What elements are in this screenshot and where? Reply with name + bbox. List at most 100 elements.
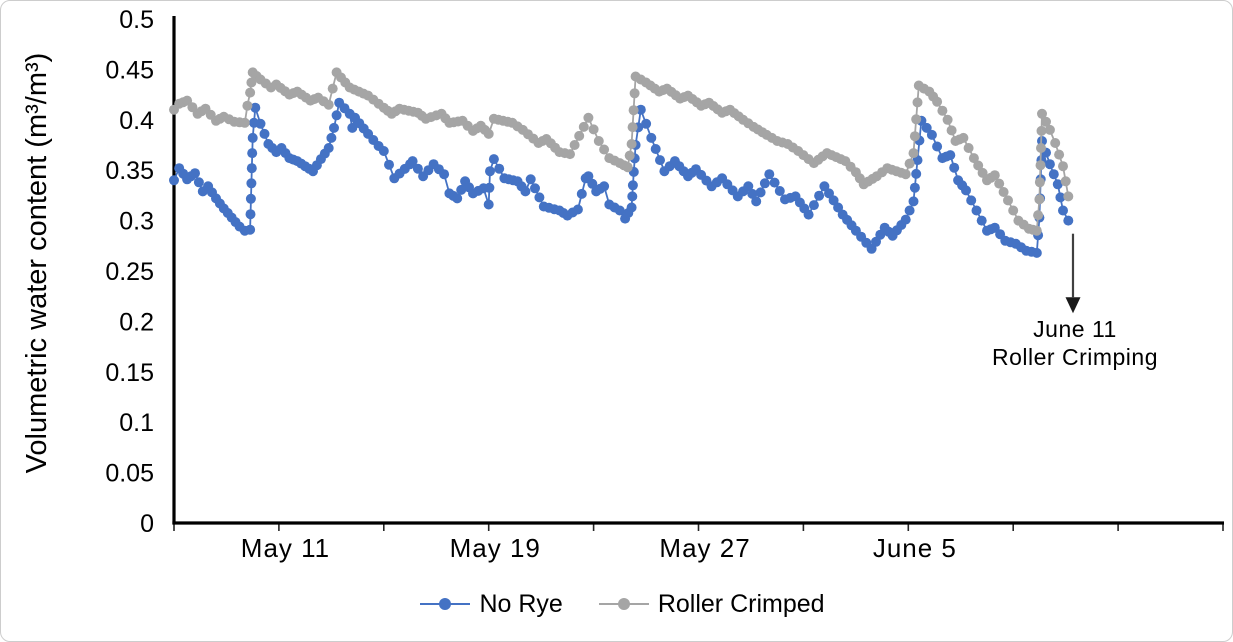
data-point-marker — [926, 129, 937, 140]
data-point-marker — [808, 200, 819, 211]
data-point-marker — [833, 202, 844, 213]
series-markers-roller-crimped — [169, 67, 1074, 236]
data-point-marker — [627, 191, 638, 202]
data-point-marker — [989, 170, 1000, 181]
data-point-marker — [578, 121, 589, 132]
data-point-marker — [1058, 161, 1068, 172]
data-point-marker — [624, 150, 635, 161]
data-point-marker — [908, 148, 919, 159]
data-point-marker — [193, 177, 204, 188]
data-point-marker — [456, 184, 467, 195]
data-point-marker — [759, 178, 770, 189]
series-markers-no-rye — [169, 97, 1074, 258]
data-point-marker — [627, 122, 638, 133]
data-point-marker — [743, 181, 754, 192]
data-point-marker — [384, 159, 394, 170]
annotation-arrow-head — [1065, 297, 1081, 314]
data-point-marker — [255, 118, 266, 129]
data-point-marker — [1035, 160, 1046, 171]
legend-label-roller-crimped: Roller Crimped — [657, 589, 825, 618]
data-point-marker — [909, 131, 920, 142]
data-point-marker — [323, 99, 334, 110]
data-point-marker — [932, 96, 943, 107]
x-axis-tick-label: May 27 — [659, 533, 750, 563]
data-point-marker — [755, 187, 766, 198]
data-point-marker — [998, 187, 1009, 197]
legend-item-no-rye: No Rye — [420, 590, 563, 619]
data-point-marker — [1052, 179, 1063, 190]
data-point-marker — [946, 125, 957, 136]
data-point-marker — [764, 169, 775, 180]
y-axis-tick-label: 0.05 — [105, 460, 154, 488]
data-point-marker — [245, 224, 256, 235]
data-point-marker — [483, 128, 494, 139]
data-point-marker — [622, 162, 633, 173]
data-point-marker — [525, 174, 536, 185]
data-point-marker — [945, 150, 956, 161]
data-point-marker — [483, 199, 494, 210]
data-point-marker — [588, 124, 599, 135]
data-point-marker — [323, 143, 334, 153]
data-point-marker — [819, 181, 830, 192]
y-axis-tick-label: 0.4 — [119, 107, 154, 135]
x-axis-tick-label: June 5 — [873, 533, 957, 563]
data-point-marker — [1058, 205, 1068, 216]
data-point-marker — [488, 154, 499, 165]
data-point-marker — [655, 155, 665, 166]
data-point-marker — [961, 185, 971, 196]
data-point-marker — [1063, 191, 1074, 202]
data-point-marker — [1060, 176, 1071, 187]
data-point-marker — [494, 163, 505, 174]
data-point-marker — [583, 112, 594, 123]
data-point-marker — [520, 186, 531, 197]
data-point-marker — [1031, 247, 1042, 258]
data-point-marker — [900, 214, 911, 225]
data-point-marker — [627, 180, 638, 191]
y-axis-tick-label: 0 — [140, 510, 154, 538]
data-point-marker — [246, 178, 257, 189]
data-point-marker — [599, 144, 610, 155]
data-point-marker — [646, 132, 657, 143]
data-point-marker — [1048, 169, 1059, 180]
data-point-marker — [958, 132, 969, 143]
data-point-marker — [1063, 215, 1074, 226]
y-axis-tick-label: 0.2 — [119, 308, 154, 336]
data-point-marker — [378, 146, 389, 156]
no-rye-marker-icon — [420, 597, 471, 611]
data-point-marker — [569, 140, 580, 150]
y-axis-tick-label: 0.5 — [119, 6, 154, 34]
data-point-marker — [973, 160, 984, 171]
data-point-marker — [599, 181, 610, 192]
data-point-marker — [994, 178, 1005, 189]
x-axis-tick-label: May 11 — [241, 533, 330, 563]
data-point-marker — [966, 195, 977, 206]
data-point-marker — [587, 178, 598, 189]
y-axis-tick-label: 0.35 — [105, 157, 154, 185]
y-axis-tick-label: 0.1 — [119, 409, 154, 437]
data-point-marker — [911, 168, 922, 179]
data-point-marker — [769, 177, 780, 188]
data-point-marker — [412, 163, 423, 174]
data-point-marker — [1044, 159, 1055, 170]
data-point-marker — [977, 167, 988, 178]
data-point-marker — [572, 204, 583, 215]
data-point-marker — [803, 209, 814, 220]
data-point-marker — [971, 205, 982, 216]
y-axis-tick-label: 0.45 — [105, 56, 154, 84]
data-point-marker — [245, 193, 256, 204]
legend-item-roller-crimped: Roller Crimped — [598, 589, 825, 619]
data-point-marker — [900, 169, 911, 180]
data-point-marker — [912, 97, 923, 108]
data-point-marker — [626, 139, 637, 149]
data-point-marker — [576, 188, 587, 199]
data-point-marker — [583, 171, 594, 182]
data-point-marker — [242, 100, 253, 111]
annotation-line1: June 11 — [1033, 316, 1117, 342]
y-axis-tick-label: 0.15 — [105, 359, 154, 387]
data-point-marker — [1055, 192, 1066, 203]
data-point-marker — [1008, 205, 1019, 216]
legend-dot — [439, 598, 452, 610]
data-point-marker — [774, 186, 785, 196]
